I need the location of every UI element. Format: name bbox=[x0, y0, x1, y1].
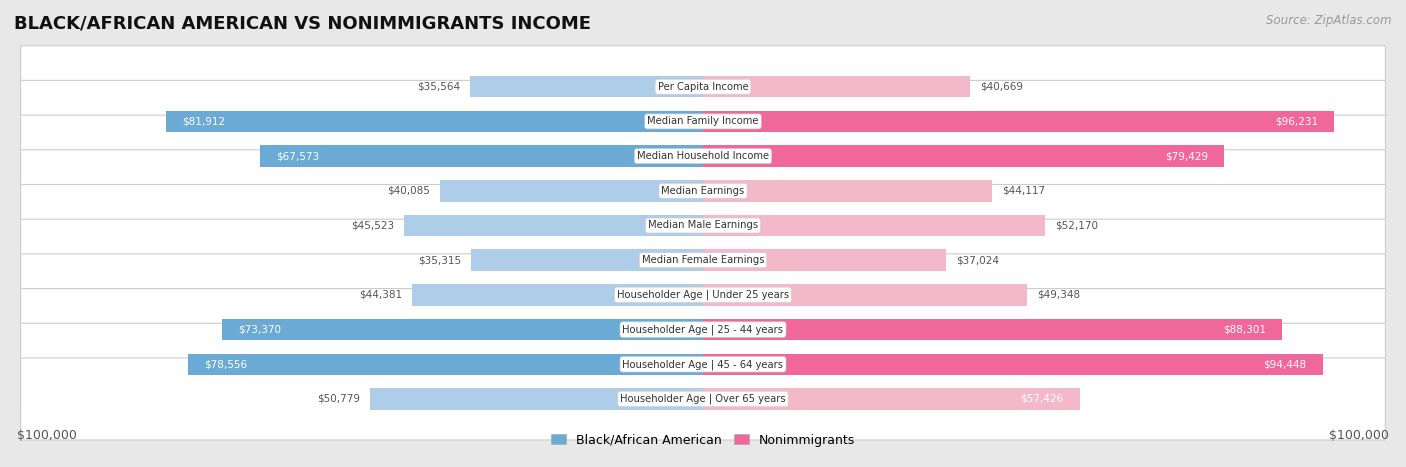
Bar bbox=[703, 388, 1080, 410]
Bar bbox=[166, 111, 703, 132]
FancyBboxPatch shape bbox=[21, 46, 1385, 128]
Text: $37,024: $37,024 bbox=[956, 255, 998, 265]
Bar bbox=[703, 319, 1282, 340]
Text: $78,556: $78,556 bbox=[204, 359, 247, 369]
Text: $79,429: $79,429 bbox=[1164, 151, 1208, 161]
Text: $94,448: $94,448 bbox=[1263, 359, 1306, 369]
Bar bbox=[222, 319, 703, 340]
Text: Median Earnings: Median Earnings bbox=[661, 186, 745, 196]
Text: Median Family Income: Median Family Income bbox=[647, 116, 759, 127]
Text: Householder Age | Over 65 years: Householder Age | Over 65 years bbox=[620, 394, 786, 404]
Text: $52,170: $52,170 bbox=[1054, 220, 1098, 231]
Text: $44,381: $44,381 bbox=[359, 290, 402, 300]
Bar bbox=[703, 249, 946, 271]
Bar bbox=[703, 284, 1026, 305]
Bar bbox=[440, 180, 703, 202]
Text: $73,370: $73,370 bbox=[238, 325, 281, 334]
FancyBboxPatch shape bbox=[21, 150, 1385, 232]
FancyBboxPatch shape bbox=[21, 289, 1385, 371]
Text: Householder Age | 45 - 64 years: Householder Age | 45 - 64 years bbox=[623, 359, 783, 369]
Text: $35,315: $35,315 bbox=[419, 255, 461, 265]
FancyBboxPatch shape bbox=[21, 184, 1385, 267]
Bar bbox=[703, 145, 1225, 167]
FancyBboxPatch shape bbox=[21, 80, 1385, 163]
Text: $50,779: $50,779 bbox=[316, 394, 360, 404]
Text: $81,912: $81,912 bbox=[181, 116, 225, 127]
Text: $40,085: $40,085 bbox=[387, 186, 430, 196]
FancyBboxPatch shape bbox=[21, 323, 1385, 405]
Text: Median Female Earnings: Median Female Earnings bbox=[641, 255, 765, 265]
FancyBboxPatch shape bbox=[21, 358, 1385, 440]
Text: $49,348: $49,348 bbox=[1036, 290, 1080, 300]
Text: $35,564: $35,564 bbox=[416, 82, 460, 92]
Text: BLACK/AFRICAN AMERICAN VS NONIMMIGRANTS INCOME: BLACK/AFRICAN AMERICAN VS NONIMMIGRANTS … bbox=[14, 14, 591, 32]
Text: Source: ZipAtlas.com: Source: ZipAtlas.com bbox=[1267, 14, 1392, 27]
Bar bbox=[703, 180, 993, 202]
Text: Median Male Earnings: Median Male Earnings bbox=[648, 220, 758, 231]
Text: Householder Age | 25 - 44 years: Householder Age | 25 - 44 years bbox=[623, 324, 783, 335]
Bar bbox=[370, 388, 703, 410]
Bar bbox=[405, 215, 703, 236]
Text: $40,669: $40,669 bbox=[980, 82, 1022, 92]
Bar bbox=[703, 215, 1045, 236]
Bar bbox=[703, 354, 1323, 375]
FancyBboxPatch shape bbox=[21, 254, 1385, 336]
Bar bbox=[187, 354, 703, 375]
Legend: Black/African American, Nonimmigrants: Black/African American, Nonimmigrants bbox=[546, 429, 860, 452]
Text: $57,426: $57,426 bbox=[1021, 394, 1063, 404]
Text: $88,301: $88,301 bbox=[1223, 325, 1265, 334]
Text: $67,573: $67,573 bbox=[276, 151, 319, 161]
Text: Per Capita Income: Per Capita Income bbox=[658, 82, 748, 92]
Bar bbox=[703, 76, 970, 98]
Text: $45,523: $45,523 bbox=[352, 220, 395, 231]
Bar bbox=[470, 76, 703, 98]
FancyBboxPatch shape bbox=[21, 115, 1385, 197]
Bar bbox=[412, 284, 703, 305]
Text: $44,117: $44,117 bbox=[1002, 186, 1046, 196]
Text: $96,231: $96,231 bbox=[1275, 116, 1317, 127]
Text: Householder Age | Under 25 years: Householder Age | Under 25 years bbox=[617, 290, 789, 300]
Text: Median Household Income: Median Household Income bbox=[637, 151, 769, 161]
FancyBboxPatch shape bbox=[21, 219, 1385, 301]
Bar bbox=[703, 111, 1334, 132]
Bar bbox=[260, 145, 703, 167]
Bar bbox=[471, 249, 703, 271]
